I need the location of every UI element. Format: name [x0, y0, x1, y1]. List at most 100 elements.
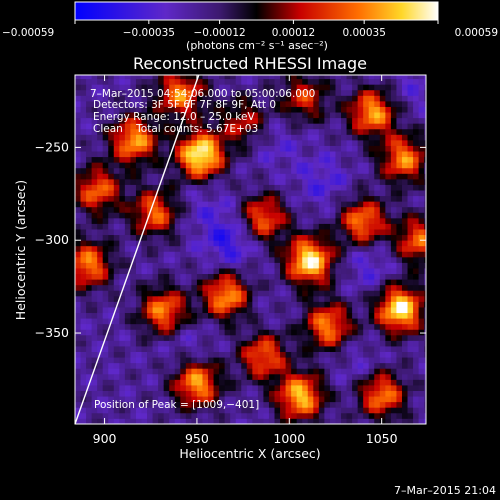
heatmap-cell — [401, 240, 408, 247]
heatmap-cell — [407, 396, 414, 403]
heatmap-cell — [219, 223, 226, 230]
heatmap-cell — [401, 134, 408, 141]
heatmap-cell — [268, 379, 275, 386]
heatmap-cell — [268, 212, 275, 219]
heatmap-cell — [257, 178, 264, 185]
heatmap-cell — [302, 156, 309, 163]
heatmap-cell — [302, 412, 309, 419]
heatmap-cell — [124, 100, 131, 107]
heatmap-cell — [379, 301, 386, 308]
heatmap-cell — [219, 379, 226, 386]
heatmap-cell — [390, 334, 397, 341]
heatmap-cell — [374, 334, 381, 341]
heatmap-cell — [158, 173, 165, 180]
heatmap-cell — [357, 301, 364, 308]
heatmap-cell — [335, 373, 342, 380]
heatmap-cell — [407, 284, 414, 291]
heatmap-cell — [257, 284, 264, 291]
heatmap-cell — [169, 362, 176, 369]
heatmap-cell — [324, 162, 331, 169]
heatmap-cell — [191, 262, 198, 269]
heatmap-cell — [324, 139, 331, 146]
heatmap-cell — [180, 273, 187, 280]
heatmap-cell — [97, 295, 104, 302]
heatmap-cell — [147, 95, 153, 102]
heatmap-cell — [219, 312, 226, 319]
heatmap-cell — [235, 217, 242, 224]
heatmap-cell — [302, 346, 309, 352]
heatmap-cell — [141, 323, 148, 330]
heatmap-cell — [385, 112, 392, 119]
heatmap-cell — [390, 173, 397, 180]
heatmap-cell — [274, 145, 281, 152]
heatmap-cell — [252, 156, 259, 163]
heatmap-cell — [324, 256, 331, 263]
heatmap-cell — [163, 251, 170, 258]
heatmap-cell — [147, 379, 153, 386]
heatmap-cell — [246, 346, 253, 352]
heatmap-cell — [424, 84, 427, 91]
heatmap-cell — [124, 379, 131, 386]
heatmap-cell — [263, 256, 270, 263]
heatmap-cell — [385, 145, 392, 152]
heatmap-cell — [169, 256, 176, 263]
heatmap-cell — [235, 229, 242, 236]
heatmap-cell — [169, 151, 176, 158]
heatmap-cell — [363, 212, 370, 219]
heatmap-cell — [374, 329, 381, 336]
heatmap-cell — [324, 312, 331, 319]
heatmap-cell — [329, 396, 336, 403]
heatmap-cell — [324, 167, 331, 174]
heatmap-cell — [91, 256, 98, 263]
heatmap-cell — [80, 134, 87, 141]
heatmap-cell — [91, 373, 98, 380]
heatmap-cell — [124, 145, 131, 152]
heatmap-cell — [318, 279, 325, 286]
heatmap-cell — [191, 100, 198, 107]
heatmap-cell — [174, 156, 181, 163]
heatmap-cell — [296, 84, 303, 91]
heatmap-cell — [318, 217, 325, 224]
heatmap-cell — [291, 295, 298, 302]
heatmap-cell — [390, 156, 397, 163]
heatmap-cell — [97, 95, 104, 102]
heatmap-cell — [396, 78, 403, 85]
heatmap-cell — [246, 134, 253, 141]
heatmap-cell — [174, 373, 181, 380]
heatmap-cell — [141, 112, 148, 119]
heatmap-cell — [302, 312, 309, 319]
heatmap-cell — [124, 262, 131, 269]
heatmap-cell — [390, 217, 397, 224]
heatmap-cell — [124, 245, 131, 252]
heatmap-cell — [263, 334, 270, 341]
heatmap-cell — [280, 279, 286, 286]
heatmap-cell — [158, 268, 165, 275]
heatmap-cell — [86, 329, 93, 336]
heatmap-cell — [185, 112, 192, 119]
x-axis-ticks: 900 950 1000 1050 — [93, 75, 398, 446]
heatmap-cell — [296, 229, 303, 236]
heatmap-cell — [424, 128, 427, 135]
heatmap-cell — [274, 84, 281, 91]
heatmap-cell — [363, 245, 370, 252]
heatmap-cell — [213, 100, 220, 107]
heatmap-cell — [285, 75, 292, 80]
heatmap-cell — [219, 100, 226, 107]
heatmap-cell — [346, 206, 353, 213]
heatmap-cell — [174, 201, 181, 208]
heatmap-cell — [396, 329, 403, 336]
heatmap-cell — [385, 301, 392, 308]
heatmap-cell — [191, 385, 198, 391]
heatmap-cell — [257, 84, 264, 91]
heatmap-cell — [241, 251, 248, 258]
heatmap-cell — [219, 284, 226, 291]
heatmap-cell — [108, 251, 115, 258]
heatmap-cell — [169, 279, 176, 286]
heatmap-cell — [379, 412, 386, 419]
heatmap-cell — [418, 178, 425, 185]
heatmap-cell — [208, 106, 214, 113]
heatmap-cell — [163, 373, 170, 380]
heatmap-cell — [152, 329, 159, 336]
heatmap-cell — [341, 301, 347, 308]
heatmap-cell — [285, 329, 292, 336]
